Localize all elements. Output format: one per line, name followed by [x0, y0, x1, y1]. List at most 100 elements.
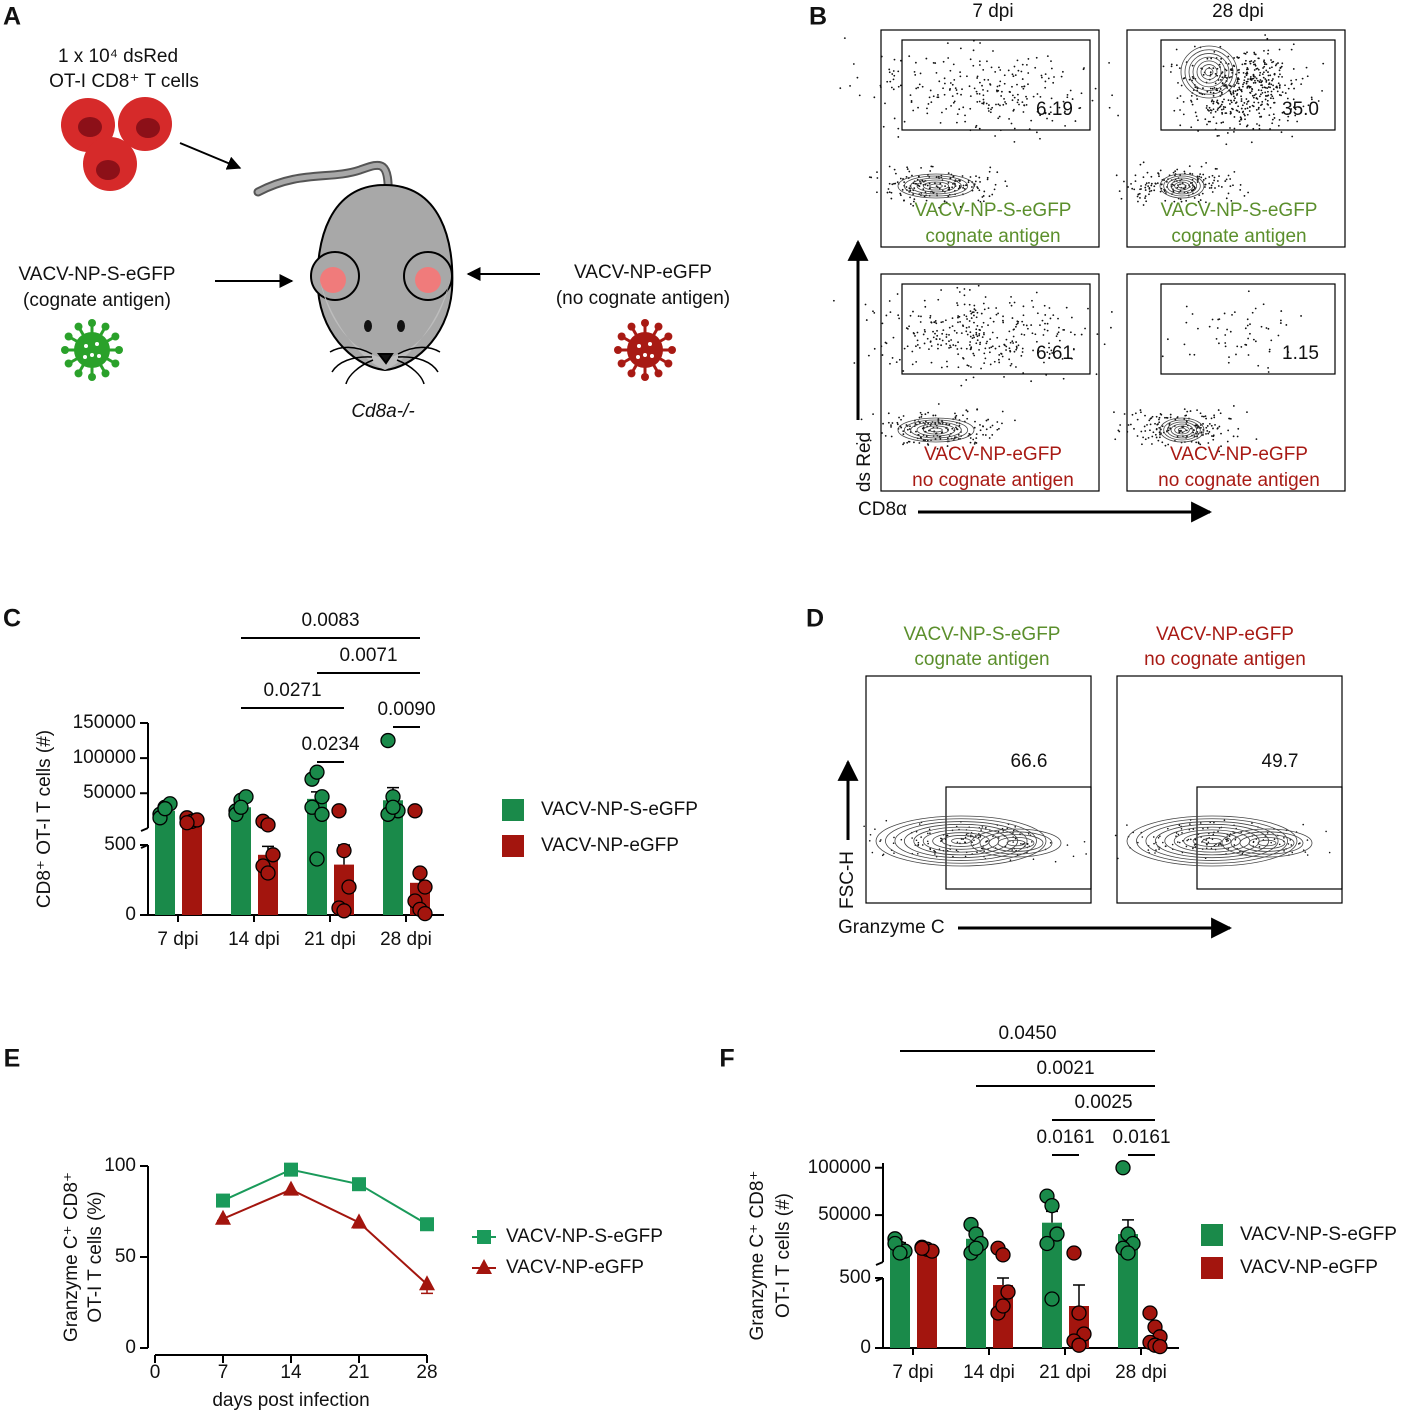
event-dot — [1246, 318, 1249, 321]
event-dot — [873, 312, 876, 314]
event-dot — [1158, 848, 1160, 850]
event-dot — [942, 87, 944, 90]
event-dot — [1202, 415, 1205, 418]
event-dot — [1317, 100, 1320, 102]
event-dot — [1161, 425, 1164, 428]
event-dot — [968, 320, 971, 322]
event-dot — [1212, 100, 1215, 103]
event-dot — [962, 184, 965, 187]
event-dot — [979, 42, 981, 44]
event-dot — [921, 85, 924, 88]
event-dot — [1058, 339, 1061, 342]
event-dot — [917, 841, 920, 844]
event-dot — [1224, 345, 1227, 348]
plot-frame — [880, 273, 1100, 492]
event-dot — [1210, 57, 1213, 60]
event-dot — [1095, 373, 1098, 376]
event-dot — [986, 178, 989, 181]
event-dot — [1286, 113, 1289, 116]
event-dot — [1061, 70, 1064, 73]
data-point — [1049, 1226, 1065, 1242]
event-dot — [929, 848, 932, 851]
event-dot — [953, 100, 956, 103]
mouse-label: Cd8a-/- — [351, 401, 414, 422]
event-dot — [1245, 59, 1247, 62]
event-dot — [1032, 349, 1034, 352]
event-dot — [1071, 357, 1073, 360]
event-dot — [1233, 130, 1235, 133]
event-dot — [1213, 87, 1216, 89]
plot-frame — [1126, 29, 1346, 248]
event-dot — [975, 342, 978, 345]
event-dot — [946, 42, 949, 45]
event-dot — [1265, 94, 1267, 97]
event-dot — [924, 422, 926, 425]
event-dot — [1255, 77, 1258, 80]
event-dot — [1148, 419, 1151, 422]
event-dot — [998, 66, 1000, 69]
event-dot — [938, 80, 941, 83]
event-dot — [1164, 845, 1167, 847]
event-dot — [979, 343, 981, 346]
event-dot — [1263, 59, 1266, 62]
event-dot — [1176, 168, 1179, 171]
p-value: 0.0090 — [377, 699, 435, 720]
event-dot — [1257, 57, 1260, 60]
event-dot — [961, 175, 964, 177]
event-dot — [1267, 52, 1269, 55]
event-dot — [945, 108, 948, 110]
event-dot — [975, 124, 978, 127]
event-dot — [1261, 86, 1264, 89]
data-point — [407, 803, 423, 819]
event-dot — [958, 185, 961, 187]
event-dot — [1267, 86, 1270, 88]
event-dot — [1225, 69, 1228, 72]
x-tick-label: 7 dpi — [892, 1362, 933, 1383]
event-dot — [1219, 105, 1222, 108]
event-dot — [1262, 303, 1265, 306]
event-dot — [918, 442, 921, 444]
event-dot — [1004, 180, 1007, 183]
series-line — [222, 1168, 428, 1226]
event-dot — [1202, 422, 1204, 425]
event-dot — [906, 168, 909, 170]
event-dot — [981, 336, 984, 339]
event-dot — [1192, 77, 1195, 80]
event-dot — [1264, 91, 1267, 94]
event-dot — [1206, 430, 1209, 432]
event-dot — [1161, 441, 1164, 444]
event-dot — [1290, 48, 1293, 51]
event-dot — [867, 354, 870, 357]
event-dot — [1296, 120, 1299, 123]
event-dot — [1208, 187, 1211, 189]
event-dot — [843, 37, 846, 40]
virus-body — [74, 332, 110, 368]
event-dot — [948, 186, 951, 189]
event-dot — [951, 325, 954, 328]
event-dot — [1258, 112, 1261, 115]
event-dot — [912, 204, 915, 207]
event-dot — [1040, 74, 1043, 77]
event-dot — [1134, 174, 1137, 177]
event-dot — [1079, 106, 1082, 109]
event-dot — [880, 55, 883, 58]
event-dot — [1270, 83, 1273, 86]
event-dot — [1214, 128, 1217, 131]
data-point — [336, 903, 352, 919]
event-dot — [1050, 349, 1053, 352]
event-dot — [1157, 836, 1160, 839]
event-dot — [1015, 347, 1018, 349]
gate-value: 6.61 — [1036, 343, 1073, 364]
event-dot — [1198, 194, 1201, 197]
event-dot — [890, 424, 892, 427]
event-dot — [891, 357, 894, 359]
event-dot — [856, 76, 859, 79]
y-axis-title: Granzyme C⁺ CD8⁺ — [61, 1172, 82, 1342]
event-dot — [937, 347, 939, 350]
plot-label: VACV-NP-eGFP — [1170, 444, 1308, 465]
contour — [922, 181, 950, 191]
event-dot — [976, 339, 979, 342]
event-dot — [1253, 101, 1256, 104]
event-dot — [1144, 197, 1146, 199]
virus-tip — [111, 359, 120, 368]
